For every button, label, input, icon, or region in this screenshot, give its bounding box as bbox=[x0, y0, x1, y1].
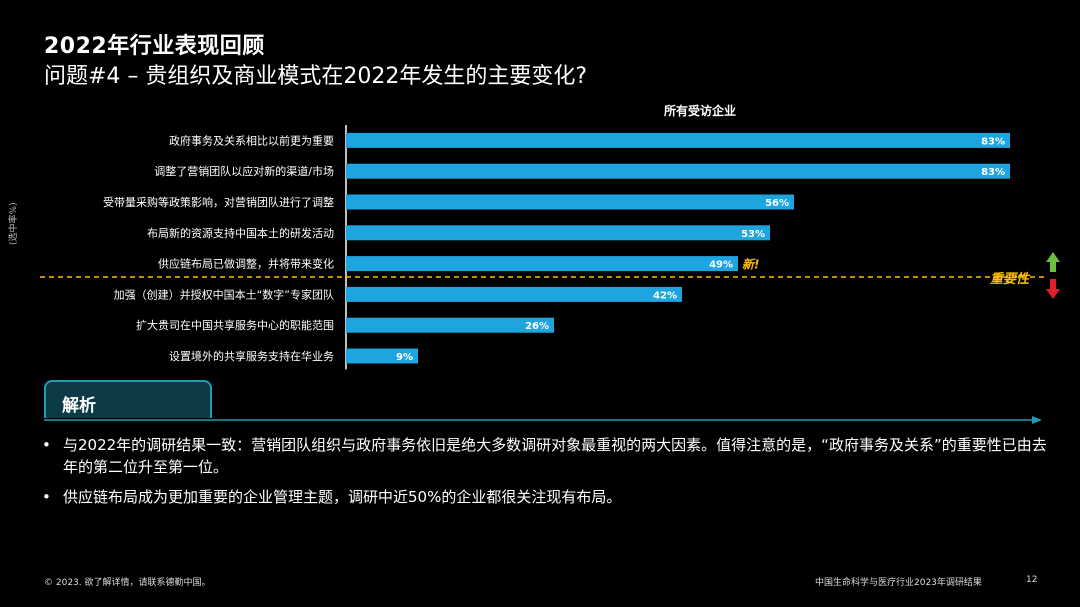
bar-value-label: 83% bbox=[981, 136, 1005, 147]
analysis-bullets: 与2022年的调研结果一致：营销团队组织与政府事务依旧是绝大多数调研对象最重视的… bbox=[38, 434, 1048, 516]
bar bbox=[346, 225, 770, 241]
analysis-tab: 解析 bbox=[44, 380, 212, 418]
page-title: 2022年行业表现回顾 bbox=[44, 34, 265, 59]
bar-value-label: 53% bbox=[741, 229, 765, 240]
bar bbox=[346, 256, 738, 272]
arrow-right-icon bbox=[1032, 416, 1042, 424]
category-label: 受带量采购等政策影响，对营销团队进行了调整 bbox=[103, 195, 334, 209]
category-label: 调整了营销团队以应对新的渠道/市场 bbox=[154, 164, 334, 178]
category-label: 布局新的资源支持中国本土的研发活动 bbox=[147, 226, 334, 240]
bar-value-label: 26% bbox=[525, 321, 549, 332]
new-annotation: 新! bbox=[742, 258, 759, 272]
footer-report-name: 中国生命科学与医疗行业2023年调研结果 bbox=[815, 578, 982, 588]
bar-value-label: 42% bbox=[653, 290, 677, 301]
chart-title: 所有受访企业 bbox=[664, 103, 736, 118]
importance-label: 重要性 bbox=[990, 272, 1030, 287]
bar-value-label: 56% bbox=[765, 198, 789, 209]
page-number: 12 bbox=[1026, 575, 1038, 585]
analysis-tab-label: 解析 bbox=[62, 396, 96, 416]
bar bbox=[346, 317, 554, 333]
bar bbox=[346, 194, 794, 210]
bar bbox=[346, 163, 1010, 179]
bar-value-label: 49% bbox=[709, 260, 733, 271]
bar bbox=[346, 348, 418, 364]
bar-value-label: 9% bbox=[396, 352, 413, 363]
analysis-divider bbox=[44, 416, 1042, 424]
page-subtitle: 问题#4 – 贵组织及商业模式在2022年发生的主要变化? bbox=[44, 64, 588, 89]
category-label: 设置境外的共享服务支持在华业务 bbox=[169, 349, 334, 363]
analysis-bullet: 与2022年的调研结果一致：营销团队组织与政府事务依旧是绝大多数调研对象最重视的… bbox=[38, 434, 1048, 478]
bar bbox=[346, 286, 682, 302]
category-label: 供应链布局已做调整，并将带来变化 bbox=[158, 257, 334, 271]
arrow-down-icon bbox=[1046, 279, 1060, 299]
bar-value-label: 83% bbox=[981, 167, 1005, 178]
analysis-bullet: 供应链布局成为更加重要的企业管理主题，调研中近50%的企业都很关注现有布局。 bbox=[38, 486, 1048, 508]
bar bbox=[346, 132, 1010, 148]
bar-chart: 所有受访企业 83% 政府事务及关系相比以前更为重要 83% 调整了营销团队以应对新的渠… bbox=[40, 103, 1060, 370]
category-label: 加强（创建）并授权中国本土“数字”专家团队 bbox=[114, 287, 334, 301]
arrow-up-icon bbox=[1046, 252, 1060, 272]
category-label: 政府事务及关系相比以前更为重要 bbox=[169, 133, 334, 147]
category-label: 扩大贵司在中国共享服务中心的职能范围 bbox=[136, 318, 334, 332]
footer-copyright: © 2023. 欲了解详情，请联系德勤中国。 bbox=[44, 578, 211, 588]
